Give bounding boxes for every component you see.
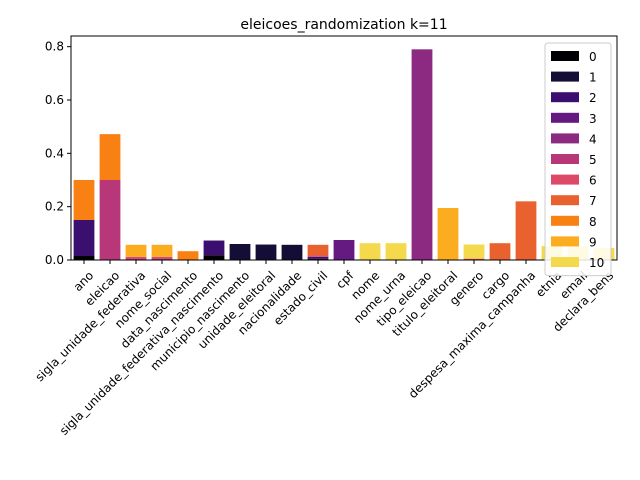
- y-tick-label: 0.4: [45, 146, 64, 160]
- legend-swatch-6: [551, 174, 579, 185]
- bar-estado_civil-series-2: [307, 256, 329, 259]
- legend-label-4: 4: [589, 132, 597, 146]
- legend-label-6: 6: [589, 174, 597, 188]
- bar-eleicao-series-8: [99, 134, 121, 180]
- bar-nome_social-series-9: [151, 244, 173, 257]
- bar-titulo_eleitoral-series-9: [437, 208, 459, 260]
- legend-swatch-0: [551, 51, 579, 61]
- bar-municipio_nascimento-series-1: [229, 244, 251, 260]
- legend-label-3: 3: [589, 112, 597, 126]
- bar-nome_social-series-6: [151, 256, 173, 259]
- bar-estado_civil-series-1: [307, 258, 329, 260]
- y-tick-label: 0.6: [45, 93, 64, 107]
- bar-sigla_unidade_federativa-series-6: [125, 256, 147, 259]
- plot-frame: [70, 35, 618, 261]
- bar-nome_social-series-5: [151, 258, 173, 260]
- y-tick-label: 0.2: [45, 200, 64, 214]
- bar-estado_civil-series-6: [307, 255, 329, 257]
- legend-label-2: 2: [589, 91, 597, 105]
- bar-nome_urna-series-10: [385, 243, 407, 260]
- legend-swatch-10: [551, 257, 579, 267]
- bars: [73, 49, 615, 261]
- bar-estado_civil-series-7: [307, 244, 329, 256]
- legend: 0 1 2 3 4 5 6 7 8 9 10: [544, 42, 612, 277]
- legend-label-0: 0: [589, 50, 597, 64]
- bar-ano-series-2: [73, 220, 95, 256]
- legend-label-9: 9: [589, 235, 597, 249]
- bar-sigla_unidade_federativa-series-9: [125, 244, 147, 257]
- y-tick-label: 0.8: [45, 40, 64, 54]
- bar-tipo_eleicao-series-4: [411, 49, 433, 261]
- legend-label-8: 8: [589, 215, 597, 229]
- bar-nome-series-10: [359, 243, 381, 260]
- legend-label-5: 5: [589, 153, 597, 167]
- bar-eleicao-series-5: [99, 180, 121, 260]
- y-tick-label: 0.0: [45, 253, 64, 267]
- legend-swatch-2: [551, 92, 579, 103]
- legend-swatch-4: [551, 133, 579, 144]
- bar-unidade_eleitoral-series-1: [255, 244, 277, 260]
- bar-ano-series-0: [73, 256, 95, 260]
- x-axis: anoeleicaosigla_unidade_federativanome_s…: [33, 260, 616, 438]
- bar-genero-series-6: [463, 258, 485, 260]
- bar-nacionalidade-series-1: [281, 244, 303, 260]
- legend-label-7: 7: [589, 194, 597, 208]
- chart-title: eleicoes_randomization k=11: [240, 17, 447, 33]
- bar-genero-series-10: [463, 244, 485, 259]
- bar-cpf-series-3: [333, 240, 355, 260]
- legend-swatch-9: [551, 236, 579, 247]
- legend-label-10: 10: [589, 256, 604, 270]
- bar-sigla_unidade_federativa_nascimento-series-2: [203, 240, 225, 256]
- bar-despesa_maxima_campanha-series-7: [515, 201, 537, 260]
- bar-data_nascimento-series-8: [177, 251, 199, 260]
- legend-swatch-5: [551, 154, 579, 164]
- y-axis: 0.0 0.2 0.4 0.6 0.8: [45, 40, 71, 267]
- legend-label-1: 1: [589, 71, 597, 85]
- legend-swatch-3: [551, 112, 579, 123]
- bar-sigla_unidade_federativa_nascimento-series-0: [203, 255, 225, 260]
- bar-cargo-series-7: [489, 243, 511, 260]
- bar-sigla_unidade_federativa-series-5: [125, 258, 147, 260]
- legend-swatch-1: [551, 71, 579, 82]
- legend-swatch-8: [551, 215, 579, 226]
- bar-ano-series-8: [73, 180, 95, 220]
- legend-swatch-7: [551, 195, 579, 206]
